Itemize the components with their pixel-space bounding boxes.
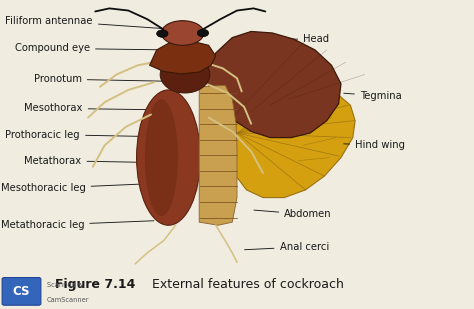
Polygon shape [204,32,341,138]
FancyBboxPatch shape [2,277,41,305]
Ellipse shape [161,21,204,45]
Ellipse shape [137,90,201,225]
Text: Abdomen: Abdomen [254,210,332,219]
Text: Tegmina: Tegmina [344,91,401,101]
Text: Metathorax: Metathorax [24,156,166,166]
Text: CamScanner: CamScanner [47,297,90,303]
Text: Mesothoracic leg: Mesothoracic leg [0,183,147,193]
Polygon shape [199,85,237,225]
Text: Compound eye: Compound eye [15,43,168,53]
Ellipse shape [160,56,210,93]
Text: Head: Head [254,34,329,44]
Text: Anal cerci: Anal cerci [245,242,329,252]
Circle shape [197,29,209,37]
Text: External features of cockroach: External features of cockroach [140,278,344,291]
Text: Prothoracic leg: Prothoracic leg [5,129,154,139]
Ellipse shape [145,99,178,216]
Text: Filiform antennae: Filiform antennae [5,16,180,30]
Text: CS: CS [13,285,30,298]
Polygon shape [231,81,355,197]
Text: Pronotum: Pronotum [34,74,168,84]
Text: Mesothorax: Mesothorax [24,103,166,113]
Circle shape [156,30,168,37]
Text: Scanned w: Scanned w [47,282,83,288]
Polygon shape [150,41,216,74]
Text: Metathoracic leg: Metathoracic leg [0,220,154,230]
Text: Figure 7.14: Figure 7.14 [55,278,136,291]
Text: Hind wing: Hind wing [344,140,405,150]
